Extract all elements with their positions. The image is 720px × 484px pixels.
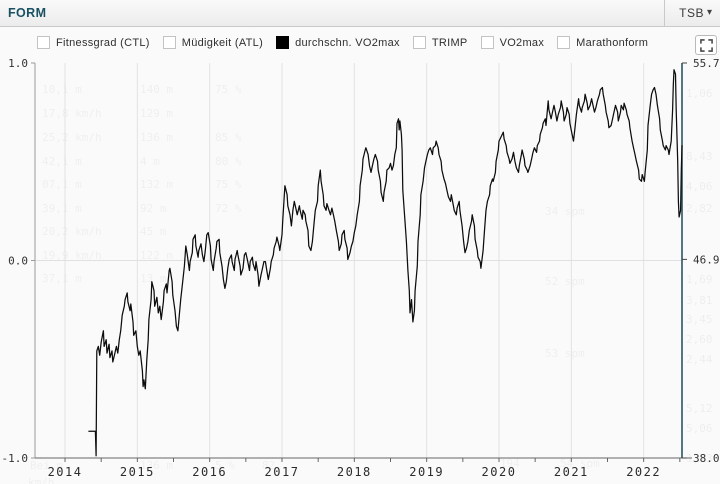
- y-axis-left-label: -1.0: [2, 452, 29, 465]
- ghost-text: 2,60: [686, 333, 713, 346]
- x-axis-label: 2015: [120, 465, 155, 479]
- legend-item-vo2max[interactable]: VO2max: [480, 36, 545, 49]
- ghost-text: 85 %: [215, 131, 242, 144]
- chevron-down-icon: ▾: [706, 7, 712, 18]
- ghost-text: 3,45: [686, 313, 713, 326]
- fullscreen-icon: [699, 38, 713, 52]
- checkbox-unchecked-icon[interactable]: [480, 36, 494, 49]
- checkbox-unchecked-icon[interactable]: [162, 36, 176, 49]
- y-axis-right-label: 46.9: [693, 253, 720, 266]
- legend-item-marathonform[interactable]: Marathonform: [557, 36, 648, 49]
- ghost-text: 2,82: [686, 202, 713, 215]
- legend-item-fitnessgrad-ctl[interactable]: Fitnessgrad (CTL): [37, 36, 150, 49]
- ghost-text: 25,2 km/h: [42, 131, 102, 144]
- ghost-text: 80 %: [215, 155, 242, 168]
- ghost-text: 37,1 m: [42, 272, 82, 285]
- ghost-text: 136 m: [140, 459, 174, 472]
- ghost-text: 54 spm: [560, 457, 600, 470]
- checkbox-unchecked-icon[interactable]: [557, 36, 571, 49]
- ghost-text: 2,44: [686, 353, 713, 366]
- tsb-dropdown-label: TSB: [679, 6, 704, 20]
- ghost-text: 34 spm: [545, 205, 585, 218]
- legend-label: durchschn. VO2max: [295, 36, 400, 49]
- ghost-text: 42,1 m: [42, 155, 82, 168]
- y-axis-right-label: 55.7: [693, 57, 720, 70]
- x-axis-label: 2022: [626, 465, 661, 479]
- ghost-text: 136 m: [140, 131, 174, 144]
- legend-label: Fitnessgrad (CTL): [56, 36, 150, 49]
- ghost-text: 1,69: [686, 273, 713, 286]
- y-axis-left-label: 0.0: [8, 255, 28, 268]
- ghost-text: km/h: [28, 476, 55, 484]
- ghost-text: 17,8 km/h: [42, 107, 102, 120]
- panel-title: FORM: [8, 6, 47, 20]
- y-axis-right-label: 38.0: [693, 452, 720, 465]
- ghost-text: 82: [262, 459, 276, 472]
- ghost-text: 19,9 km/h: [42, 249, 102, 262]
- ghost-text: 92 m: [140, 202, 167, 215]
- ghost-text: 132 m: [140, 178, 174, 191]
- x-axis-label: 2021: [554, 465, 589, 479]
- ghost-text: 45 m: [140, 225, 167, 238]
- panel-header: FORM TSB ▾: [0, 0, 720, 27]
- ghost-text: 1,13: [686, 452, 713, 465]
- legend-label: VO2max: [499, 36, 545, 49]
- ghost-text: 07,1 m: [42, 178, 82, 191]
- legend-label: Marathonform: [576, 36, 649, 49]
- ghost-text: 39,1 m: [42, 202, 82, 215]
- ghost-text: 129 m: [140, 107, 174, 120]
- ghost-text: 4,06: [686, 180, 713, 193]
- tsb-metric-dropdown[interactable]: TSB ▾: [664, 0, 720, 26]
- legend-item-m-digkeit-atl[interactable]: Müdigkeit (ATL): [162, 36, 264, 49]
- ghost-text: 140 m: [140, 83, 174, 96]
- ghost-text: 4 m: [140, 155, 160, 168]
- checkbox-checked-icon[interactable]: [276, 36, 290, 49]
- ghost-text: 5,06: [686, 422, 713, 435]
- y-axis-left-label: 1.0: [8, 57, 28, 70]
- legend-label: TRIMP: [431, 36, 468, 49]
- ghost-text: 8,43: [686, 150, 713, 163]
- chart-area: 10,1 m 17,8 km/h 25,2 km/h 42,1 m 07,1 m 39,1…: [0, 27, 720, 484]
- ghost-text: 75 %: [215, 178, 242, 191]
- chart-canvas[interactable]: 2014 2015 2016 2017 2018 2019 2020 2021 2022 1.0 0…: [0, 27, 720, 484]
- checkbox-unchecked-icon[interactable]: [412, 36, 426, 49]
- checkbox-unchecked-icon[interactable]: [37, 36, 50, 49]
- x-axis-label: 2016: [192, 465, 227, 479]
- fullscreen-button[interactable]: [695, 35, 717, 55]
- ghost-text: 5 %: [215, 459, 235, 472]
- ghost-text: 52 spm: [545, 275, 585, 288]
- ghost-text: 53 spm: [545, 347, 585, 360]
- legend-item-trimp[interactable]: TRIMP: [412, 36, 468, 49]
- x-axis-label: 2020: [482, 465, 517, 479]
- ghost-text: 75 %: [215, 83, 242, 96]
- ghost-text: 20,2 km/h: [42, 225, 102, 238]
- ghost-text: Bei m: [30, 459, 64, 472]
- x-axis-label: 2019: [409, 465, 444, 479]
- ghost-text: 10,1 m: [42, 83, 82, 96]
- ghost-text: 3,81: [686, 294, 713, 307]
- legend-label: Müdigkeit (ATL): [181, 36, 264, 49]
- ghost-text: 122 m: [140, 249, 174, 262]
- ghost-text: 13 m: [140, 272, 167, 285]
- chart-legend: Fitnessgrad (CTL) Müdigkeit (ATL) durchsch…: [37, 36, 648, 49]
- ghost-text: 5,12: [686, 402, 713, 415]
- x-axis-label: 2017: [265, 465, 300, 479]
- ghost-text: 194: [500, 457, 520, 470]
- ghost-text: 72 %: [215, 202, 242, 215]
- ghost-text: 1,06: [686, 87, 713, 100]
- x-axis-label: 2014: [48, 465, 83, 479]
- legend-item-durchschn-vo2max[interactable]: durchschn. VO2max: [276, 36, 400, 49]
- series-line-vo2max: [88, 69, 683, 457]
- x-axis-label: 2018: [337, 465, 372, 479]
